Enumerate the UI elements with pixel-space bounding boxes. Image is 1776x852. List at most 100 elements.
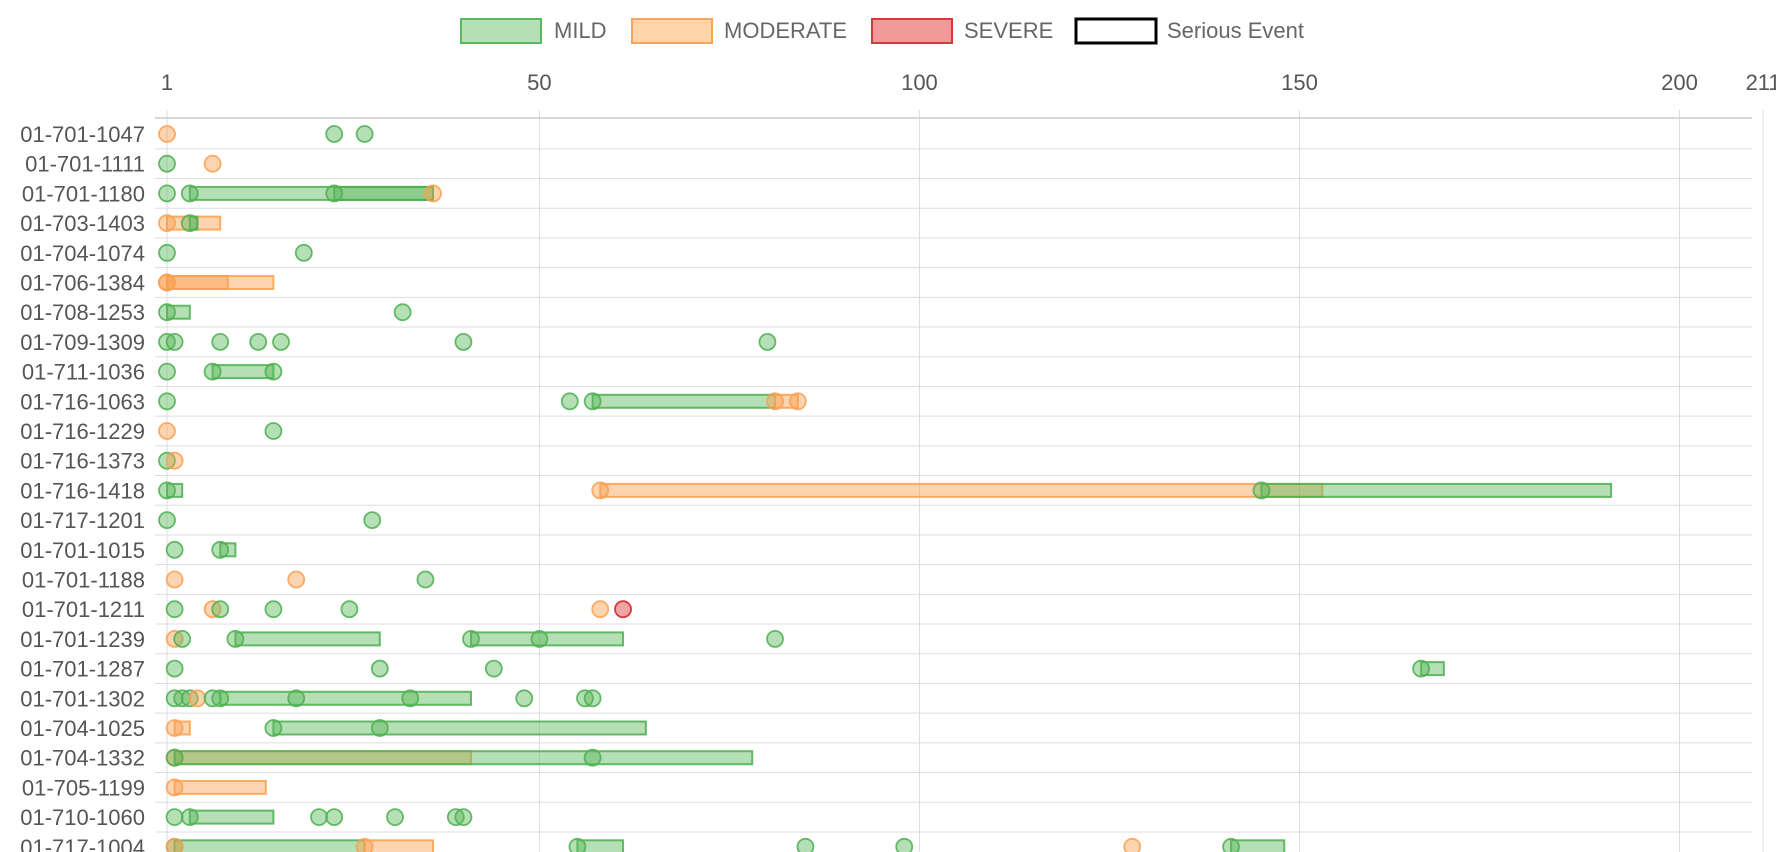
ae-onset-marker-mild[interactable] (165, 659, 184, 678)
ae-bar-mild[interactable] (211, 364, 275, 380)
ae-onset-marker-moderate[interactable] (591, 481, 610, 500)
ae-onset-marker-mild[interactable] (180, 808, 199, 826)
ae-onset-marker-mild[interactable] (287, 689, 306, 708)
ae-onset-marker-mild[interactable] (158, 392, 176, 411)
legend-item-serious-event[interactable]: Serious Event (1074, 17, 1304, 45)
ae-bar-moderate[interactable] (774, 393, 799, 409)
ae-onset-marker-mild[interactable] (165, 600, 184, 619)
ae-bar-mild[interactable] (272, 720, 647, 736)
ae-onset-marker-mild[interactable] (766, 630, 784, 648)
ae-onset-marker-moderate[interactable] (165, 451, 184, 470)
ae-onset-marker-moderate[interactable] (766, 392, 784, 411)
ae-onset-marker-mild[interactable] (515, 689, 534, 708)
ae-bar-mild[interactable] (188, 809, 275, 825)
ae-onset-marker-mild[interactable] (173, 630, 192, 648)
ae-onset-marker-mild[interactable] (355, 125, 374, 143)
ae-onset-marker-mild[interactable] (325, 125, 344, 143)
ae-onset-marker-mild[interactable] (583, 748, 602, 767)
ae-onset-marker-mild[interactable] (158, 303, 176, 322)
ae-onset-marker-mild[interactable] (370, 719, 389, 737)
ae-onset-marker-moderate[interactable] (158, 422, 176, 440)
ae-onset-marker-mild[interactable] (560, 392, 579, 411)
ae-bar-moderate[interactable] (166, 275, 229, 290)
ae-onset-marker-mild[interactable] (165, 332, 184, 351)
ae-onset-marker-mild[interactable] (211, 540, 230, 559)
ae-bar-mild[interactable] (173, 839, 366, 852)
ae-onset-marker-mild[interactable] (180, 184, 199, 203)
ae-onset-marker-mild[interactable] (583, 689, 602, 708)
ae-onset-marker-mild[interactable] (568, 837, 587, 852)
ae-onset-marker-mild[interactable] (310, 808, 328, 826)
ae-bar-mild[interactable] (591, 393, 777, 409)
ae-onset-marker-mild[interactable] (264, 422, 283, 440)
legend-item-moderate[interactable]: MODERATE (631, 18, 847, 44)
ae-bar-moderate[interactable] (363, 839, 435, 852)
ae-bar-mild[interactable] (173, 750, 754, 766)
ae-onset-marker-mild[interactable] (165, 808, 184, 826)
legend-item-mild[interactable]: MILD (460, 18, 607, 44)
ae-onset-marker-mild[interactable] (158, 511, 176, 529)
ae-onset-marker-mild[interactable] (264, 362, 283, 381)
ae-onset-marker-mild[interactable] (158, 243, 176, 262)
ae-onset-marker-moderate[interactable] (165, 778, 184, 797)
ae-onset-marker-mild[interactable] (393, 303, 412, 322)
ae-onset-marker-mild[interactable] (401, 689, 420, 708)
ae-onset-marker-mild[interactable] (325, 184, 344, 203)
ae-onset-marker-mild[interactable] (484, 659, 503, 678)
ae-onset-marker-moderate[interactable] (788, 392, 807, 411)
ae-onset-marker-mild[interactable] (203, 362, 222, 381)
ae-onset-marker-mild[interactable] (1222, 837, 1240, 852)
ae-onset-marker-mild[interactable] (272, 332, 290, 351)
ae-onset-marker-moderate[interactable] (165, 570, 184, 589)
ae-onset-marker-mild[interactable] (454, 808, 473, 826)
ae-onset-marker-moderate[interactable] (188, 689, 207, 708)
ae-onset-marker-mild[interactable] (165, 748, 184, 767)
ae-onset-marker-mild[interactable] (454, 332, 473, 351)
ae-onset-marker-moderate[interactable] (1123, 837, 1142, 852)
ae-onset-marker-moderate[interactable] (287, 570, 306, 589)
ae-onset-marker-moderate[interactable] (165, 719, 184, 737)
ae-bar-mild[interactable] (219, 690, 473, 706)
ae-onset-marker-mild[interactable] (1252, 481, 1271, 500)
ae-onset-marker-moderate[interactable] (158, 125, 176, 143)
ae-onset-marker-mild[interactable] (180, 214, 199, 233)
ae-onset-marker-moderate[interactable] (591, 600, 610, 619)
ae-onset-marker-moderate[interactable] (158, 273, 176, 292)
ae-onset-marker-mild[interactable] (264, 600, 283, 619)
ae-onset-marker-moderate[interactable] (355, 837, 374, 852)
ae-bar-mild[interactable] (1260, 482, 1613, 498)
ae-bar-mild[interactable] (166, 304, 191, 320)
ae-onset-marker-moderate[interactable] (165, 837, 184, 852)
ae-bar-mild[interactable] (1420, 661, 1445, 677)
ae-onset-marker-mild[interactable] (1412, 659, 1430, 678)
ae-onset-marker-mild[interactable] (530, 630, 549, 648)
ae-onset-marker-mild[interactable] (294, 243, 313, 262)
ae-onset-marker-moderate[interactable] (158, 214, 176, 233)
ae-onset-marker-mild[interactable] (583, 392, 602, 411)
ae-onset-marker-mild[interactable] (895, 837, 914, 852)
ae-onset-marker-mild[interactable] (158, 362, 176, 381)
ae-onset-marker-mild[interactable] (211, 689, 230, 708)
ae-onset-marker-mild[interactable] (211, 600, 230, 619)
ae-onset-marker-mild[interactable] (158, 154, 176, 173)
ae-onset-marker-moderate[interactable] (424, 184, 442, 203)
ae-onset-marker-mild[interactable] (796, 837, 815, 852)
ae-bar-mild[interactable] (1230, 839, 1286, 852)
ae-bar-mild[interactable] (234, 631, 381, 647)
ae-onset-marker-mild[interactable] (158, 481, 176, 500)
ae-onset-marker-mild[interactable] (325, 808, 344, 826)
ae-onset-marker-mild[interactable] (758, 332, 777, 351)
ae-onset-marker-mild[interactable] (264, 719, 283, 737)
ae-onset-marker-mild[interactable] (249, 332, 268, 351)
ae-bar-mild[interactable] (576, 839, 625, 852)
legend-item-severe[interactable]: SEVERE (871, 18, 1053, 44)
ae-onset-marker-severe[interactable] (614, 600, 632, 619)
ae-onset-marker-mild[interactable] (211, 332, 230, 351)
ae-onset-marker-mild[interactable] (158, 184, 176, 203)
ae-bar-mild[interactable] (333, 185, 435, 201)
ae-onset-marker-mild[interactable] (340, 600, 359, 619)
ae-onset-marker-mild[interactable] (363, 511, 382, 529)
ae-bar-moderate[interactable] (599, 482, 1324, 498)
ae-onset-marker-mild[interactable] (370, 659, 389, 678)
ae-onset-marker-mild[interactable] (416, 570, 435, 589)
